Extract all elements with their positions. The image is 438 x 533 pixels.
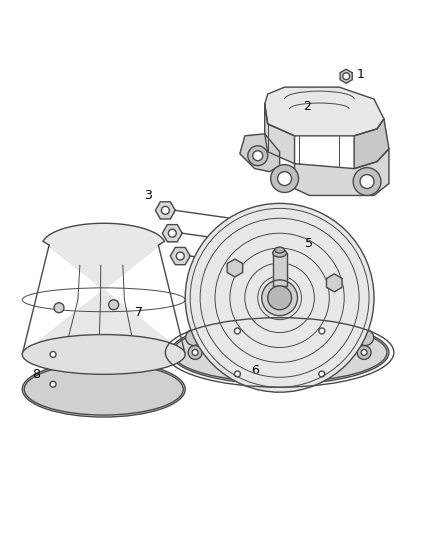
Ellipse shape (22, 335, 185, 374)
Ellipse shape (253, 151, 263, 160)
Ellipse shape (54, 303, 64, 313)
Ellipse shape (357, 345, 371, 359)
Polygon shape (22, 223, 185, 354)
Ellipse shape (358, 329, 374, 345)
Ellipse shape (22, 361, 185, 417)
Ellipse shape (172, 322, 387, 382)
Ellipse shape (161, 206, 170, 214)
Ellipse shape (275, 247, 285, 253)
Ellipse shape (192, 294, 200, 302)
Ellipse shape (168, 229, 176, 237)
Polygon shape (155, 202, 175, 219)
Ellipse shape (230, 367, 244, 381)
Ellipse shape (170, 321, 389, 384)
Ellipse shape (360, 175, 374, 189)
Ellipse shape (272, 374, 288, 390)
Ellipse shape (234, 328, 240, 334)
Ellipse shape (343, 72, 350, 80)
Polygon shape (227, 259, 243, 277)
Text: 8: 8 (32, 368, 40, 381)
Ellipse shape (234, 371, 240, 377)
Polygon shape (186, 289, 206, 306)
Ellipse shape (361, 350, 367, 356)
Ellipse shape (176, 252, 184, 260)
Text: 6: 6 (251, 364, 259, 377)
Text: 4: 4 (204, 278, 212, 292)
Ellipse shape (319, 328, 325, 334)
Polygon shape (265, 104, 294, 164)
Text: 7: 7 (134, 306, 142, 319)
Polygon shape (294, 149, 389, 196)
Ellipse shape (262, 280, 297, 316)
Polygon shape (240, 134, 279, 172)
Polygon shape (354, 119, 389, 168)
Polygon shape (170, 247, 190, 265)
Polygon shape (326, 274, 342, 292)
Text: 1: 1 (357, 68, 365, 80)
Ellipse shape (230, 324, 244, 338)
Polygon shape (265, 87, 384, 136)
Polygon shape (47, 377, 59, 391)
Polygon shape (47, 348, 59, 361)
Polygon shape (273, 253, 286, 286)
Ellipse shape (248, 146, 268, 166)
Ellipse shape (109, 300, 119, 310)
Polygon shape (340, 69, 352, 83)
Ellipse shape (268, 286, 292, 310)
Ellipse shape (278, 172, 292, 185)
Ellipse shape (24, 364, 183, 415)
Text: 2: 2 (304, 100, 311, 112)
Ellipse shape (185, 204, 374, 392)
Text: 5: 5 (305, 237, 314, 249)
Polygon shape (162, 224, 182, 242)
Text: 3: 3 (145, 189, 152, 202)
Ellipse shape (319, 371, 325, 377)
Ellipse shape (273, 249, 286, 257)
Ellipse shape (315, 324, 329, 338)
Ellipse shape (353, 168, 381, 196)
Ellipse shape (50, 381, 56, 387)
Ellipse shape (271, 165, 298, 192)
Ellipse shape (315, 367, 329, 381)
Ellipse shape (192, 350, 198, 356)
Ellipse shape (186, 329, 201, 345)
Ellipse shape (50, 351, 56, 358)
Ellipse shape (188, 345, 202, 359)
